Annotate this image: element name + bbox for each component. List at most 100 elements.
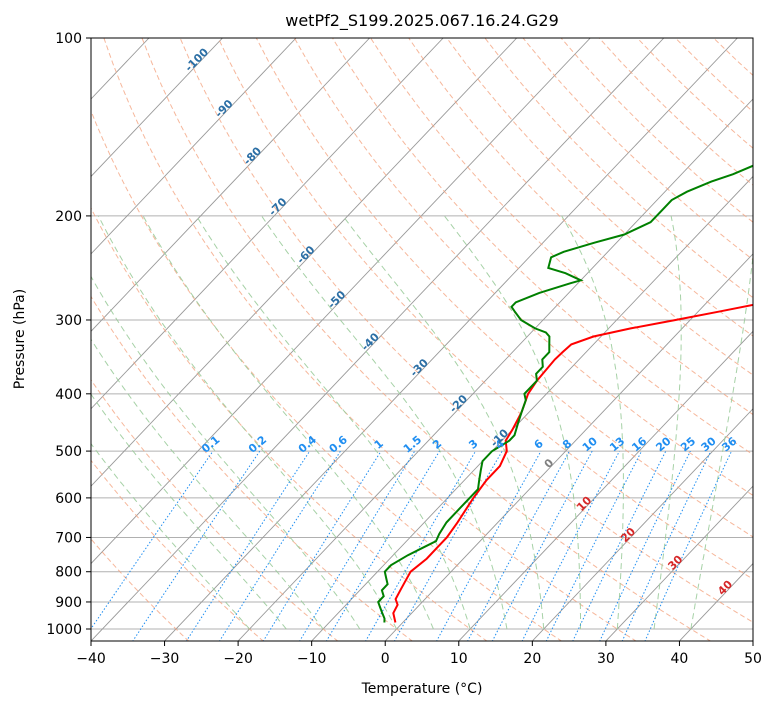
isotherm-line bbox=[311, 175, 753, 641]
mixing-ratio-line bbox=[572, 450, 667, 641]
isotherm-line bbox=[91, 38, 518, 487]
dry-adiabat bbox=[91, 206, 488, 641]
isotherm-line bbox=[91, 38, 665, 641]
mixing-ratio-line bbox=[491, 450, 593, 641]
isotherm-label: 10 bbox=[574, 494, 594, 514]
mixing-ratio-line bbox=[436, 450, 542, 641]
mixing-ratio-label: 1 bbox=[372, 437, 386, 452]
chart-title: wetPf2_S199.2025.067.16.24.G29 bbox=[285, 11, 559, 31]
dry-adiabat bbox=[598, 38, 753, 186]
y-tick-label: 200 bbox=[55, 209, 82, 225]
moist-adiabat bbox=[91, 275, 361, 630]
dewpoint-profile bbox=[377, 164, 753, 623]
y-tick-label: 800 bbox=[55, 565, 82, 581]
moist-adiabat bbox=[342, 215, 545, 630]
moist-adiabat bbox=[444, 215, 581, 629]
isotherm-line bbox=[91, 38, 591, 565]
isotherm-label: -20 bbox=[447, 392, 470, 415]
dry-adiabat bbox=[636, 38, 753, 149]
mixing-ratio-label: 1.5 bbox=[401, 433, 424, 455]
temperature-profile bbox=[392, 303, 753, 623]
dry-adiabat bbox=[751, 38, 753, 40]
plot-area-series bbox=[377, 164, 753, 623]
dry-adiabat bbox=[91, 295, 414, 641]
x-tick-label: −40 bbox=[76, 651, 106, 667]
dry-adiabat bbox=[91, 109, 563, 641]
moist-adiabat bbox=[690, 251, 753, 630]
mixing-ratio-label: 0.1 bbox=[199, 433, 222, 455]
isotherm-label: -90 bbox=[212, 97, 235, 120]
x-tick-label: 30 bbox=[597, 651, 615, 667]
moist-adiabat bbox=[653, 215, 682, 630]
moist-adiabat bbox=[97, 215, 398, 630]
isotherm-line bbox=[91, 38, 370, 332]
dry-adiabat bbox=[522, 38, 753, 261]
isotherm-line bbox=[458, 330, 753, 641]
isotherm-line bbox=[0, 38, 2, 642]
y-tick-label: 100 bbox=[55, 31, 82, 47]
dry-adiabat bbox=[370, 38, 753, 416]
isotherm-line bbox=[91, 38, 297, 255]
plot-frame bbox=[90, 37, 754, 642]
dry-adiabat bbox=[103, 38, 637, 641]
y-tick-label: 400 bbox=[55, 387, 82, 403]
x-tick-label: −20 bbox=[223, 651, 253, 667]
isotherm-line bbox=[91, 38, 223, 178]
mixing-ratio-label: 0.6 bbox=[327, 433, 351, 456]
mixing-ratio-label: 3 bbox=[466, 437, 480, 452]
dry-adiabat bbox=[446, 38, 753, 337]
x-tick-label: 20 bbox=[523, 651, 541, 667]
isotherm-label: -80 bbox=[241, 144, 264, 167]
isotherm-line bbox=[384, 253, 753, 641]
y-tick-label: 300 bbox=[55, 313, 82, 329]
isotherm-line bbox=[163, 38, 738, 641]
y-axis-label: Pressure (hPa) bbox=[12, 289, 28, 389]
x-tick-label: 50 bbox=[744, 651, 762, 667]
mixing-ratio-line bbox=[91, 450, 214, 630]
dry-adiabat bbox=[141, 38, 712, 641]
plot-area-grid bbox=[0, 38, 753, 642]
x-tick-label: 40 bbox=[671, 651, 689, 667]
dry-adiabat bbox=[91, 538, 190, 641]
moist-adiabat bbox=[142, 215, 434, 630]
mixing-ratio-line bbox=[299, 450, 416, 641]
isotherm-label: -100 bbox=[182, 45, 211, 74]
isotherm-line bbox=[605, 485, 753, 641]
y-tick-label: 700 bbox=[55, 530, 82, 546]
mixing-ratio-label: 8 bbox=[560, 437, 574, 452]
isotherm-label: -50 bbox=[325, 288, 348, 311]
moist-adiabat bbox=[195, 215, 471, 630]
moist-adiabat bbox=[561, 215, 624, 630]
isotherm-line bbox=[237, 98, 753, 641]
dry-adiabat bbox=[91, 459, 264, 641]
x-tick-label: 0 bbox=[381, 651, 390, 667]
mixing-ratio-line bbox=[521, 450, 620, 641]
isotherm-label: -70 bbox=[266, 195, 289, 218]
isotherm-line bbox=[752, 640, 753, 641]
x-tick-label: −10 bbox=[297, 651, 327, 667]
mixing-ratio-line bbox=[467, 450, 570, 641]
moist-adiabat bbox=[91, 338, 324, 630]
mixing-ratio-line bbox=[185, 450, 311, 641]
mixing-ratio-label: 0.4 bbox=[296, 433, 320, 456]
isotherm-label: -30 bbox=[408, 356, 431, 379]
mixing-ratio-line bbox=[219, 450, 341, 641]
mixing-ratio-line bbox=[599, 450, 691, 641]
mixing-ratio-label: 2 bbox=[430, 437, 444, 452]
mixing-ratio-line bbox=[621, 450, 712, 641]
dry-adiabat bbox=[560, 38, 753, 223]
moist-adiabat bbox=[91, 442, 250, 630]
dry-adiabat bbox=[484, 38, 753, 299]
dry-adiabat bbox=[217, 38, 753, 580]
axes: −40 −30 −20 −10 0 10 20 30 40 50 1000 900 800 700 600 5… bbox=[46, 31, 762, 667]
isotherm-label: 20 bbox=[618, 525, 638, 545]
isotherm-line bbox=[531, 408, 753, 641]
dry-adiabat bbox=[255, 38, 753, 538]
y-tick-label: 600 bbox=[55, 491, 82, 507]
moist-adiabat bbox=[91, 393, 287, 630]
dry-adiabat bbox=[713, 38, 753, 77]
isotherm-line bbox=[91, 38, 444, 410]
dry-adiabat bbox=[293, 38, 753, 496]
y-tick-label: 900 bbox=[55, 595, 82, 611]
